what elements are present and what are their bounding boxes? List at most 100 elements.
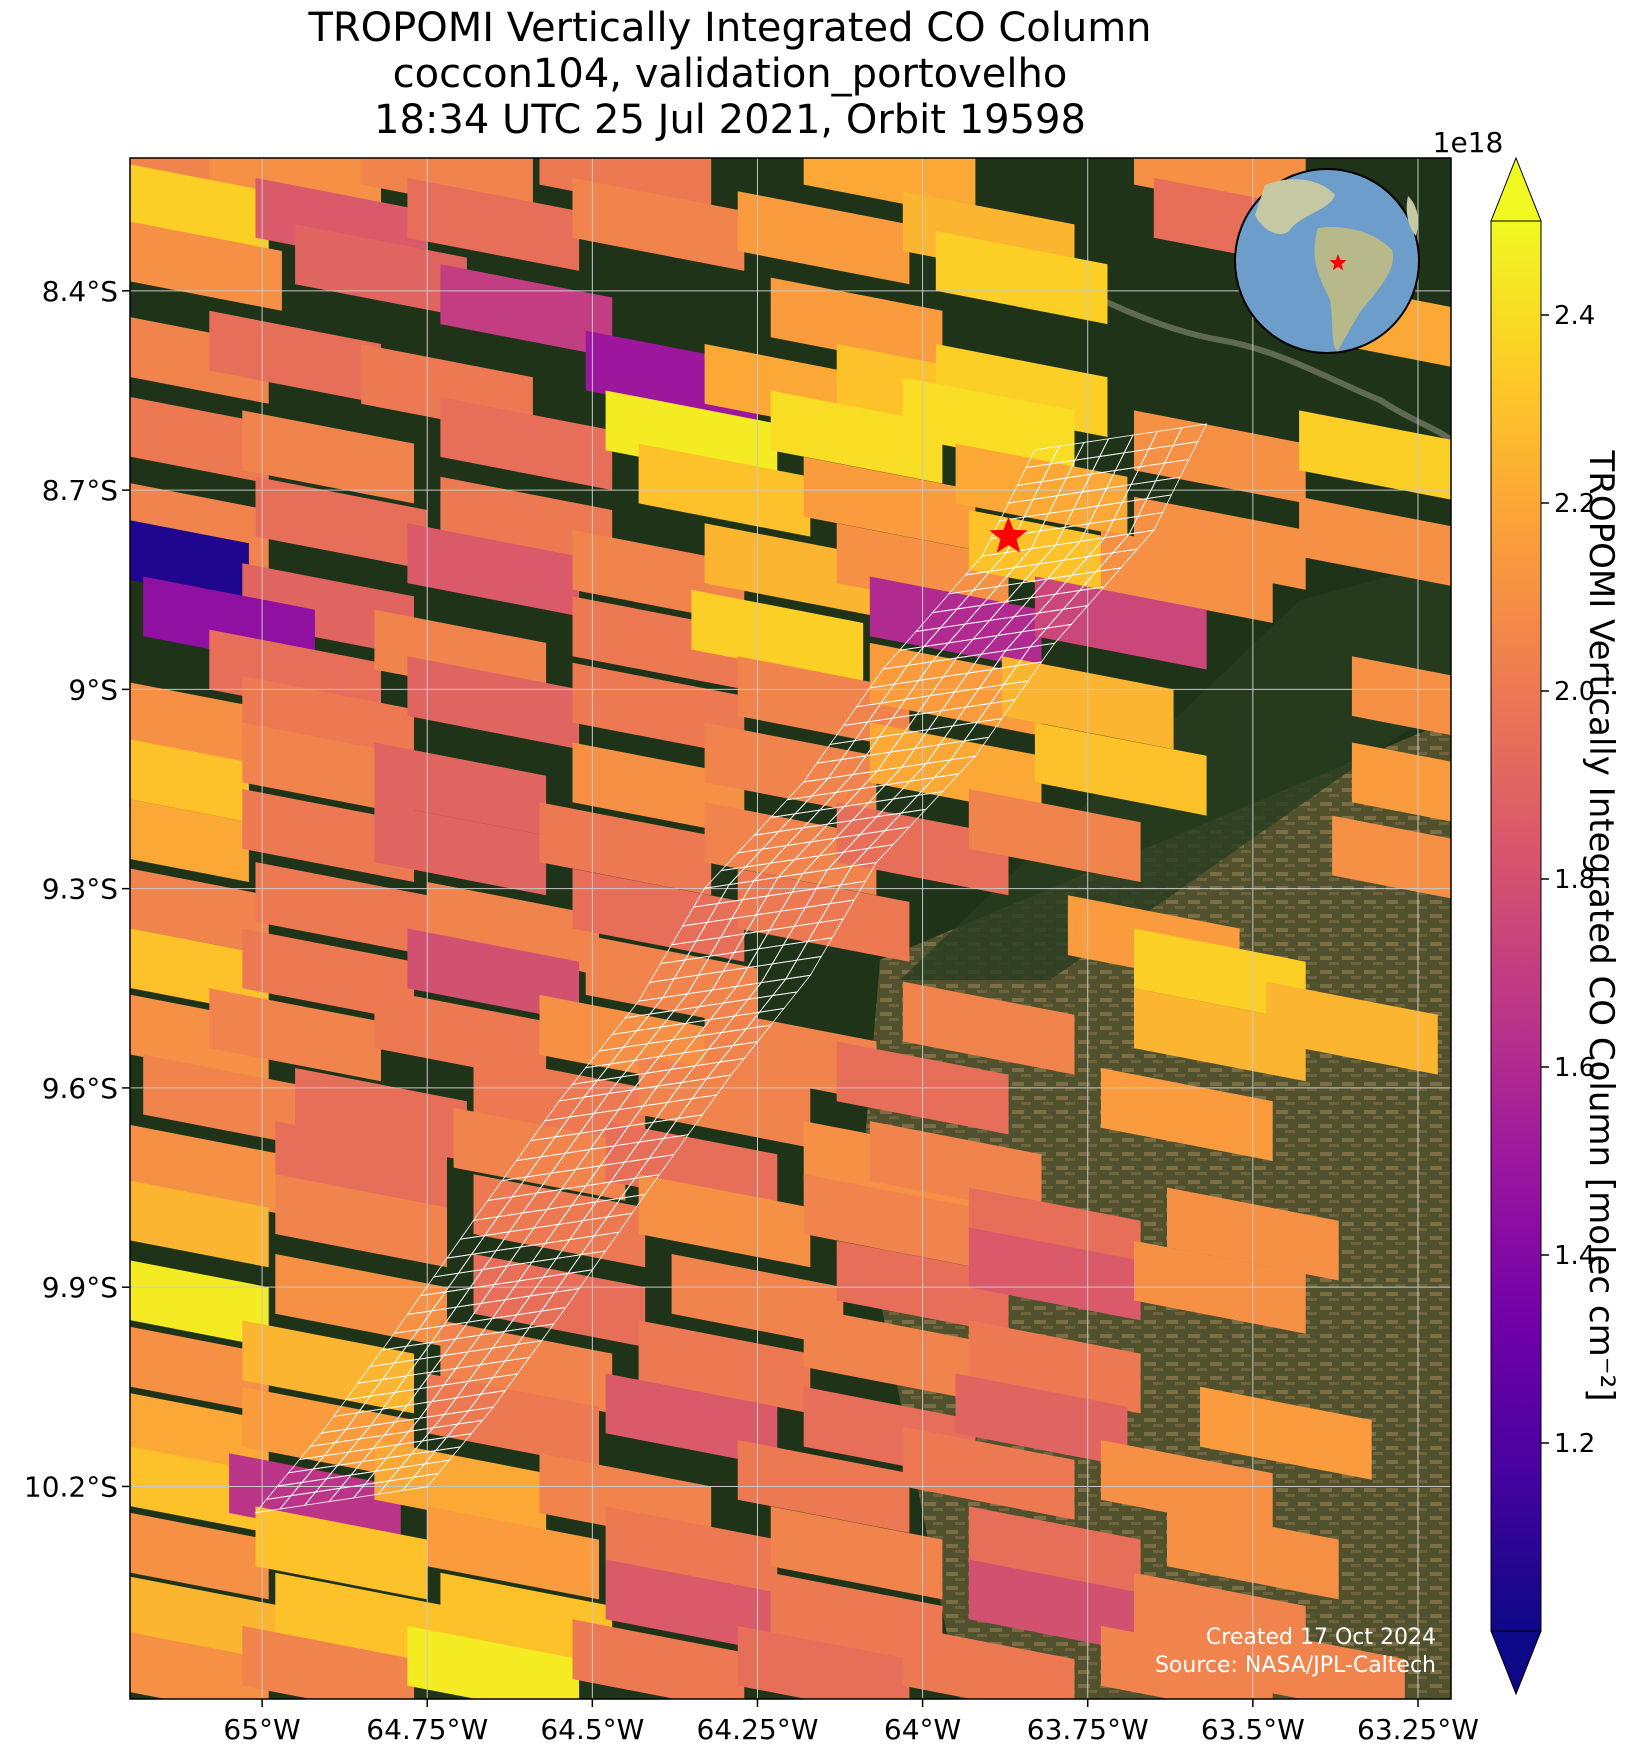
co-pixel-158 [968,1559,1141,1653]
x-tick-label-1: 64.75°W [366,1713,488,1746]
colorbar-body [1490,220,1542,1632]
co-pixel-67 [374,742,547,836]
x-tick-label-4: 64°W [884,1713,961,1746]
co-pixel-113 [275,1174,447,1268]
co-pixel-138 [1200,1386,1372,1480]
x-axis-ticks: 65°W 64.75°W 64.5°W 64.25°W 64°W 63.75°W 63.5°… [223,1699,1479,1746]
co-pixel-82 [255,862,428,956]
colorbar-ticks: 1.2 1.4 1.6 1.8 2.0 2.2 2.4 [1541,301,1595,1459]
co-pixel-103 [638,1054,811,1148]
co-pixel-109 [605,1121,778,1215]
co-pixel-140 [229,1453,401,1547]
co-pixel-151 [968,1506,1141,1600]
co-pixel-147 [255,1506,428,1600]
co-pixel-72 [1351,742,1451,822]
y-tick-label-6: 10.2°S [24,1470,118,1503]
y-tick-label-1: 8.7°S [42,474,118,507]
co-pixel-163 [572,1619,745,1699]
colorbar-extend-max [1490,156,1542,222]
y-tick-label-5: 9.9°S [42,1271,118,1304]
site-star-marker [989,516,1028,553]
co-pixel-144 [902,1426,1075,1520]
co-pixel-146 [130,1512,269,1600]
co-pixel-38 [803,456,976,550]
co-pixel-35 [255,476,428,570]
colorbar-tick-label-0: 1.2 [1554,1429,1595,1459]
x-tick-label-7: 63.25°W [1357,1713,1479,1746]
x-tick-label-2: 64.5°W [540,1713,644,1746]
co-pixel-105 [1100,1068,1273,1161]
colorbar-offset-label: 1e18 [1433,126,1504,159]
x-tick-label-6: 63.5°W [1201,1713,1305,1746]
co-pixel-53 [572,596,745,690]
co-pixel-81 [130,868,269,956]
colorbar-extend-min [1490,1630,1542,1696]
co-pixel-44 [407,523,580,617]
y-tick-label-0: 8.4°S [42,275,118,308]
co-pixel-68 [572,742,745,836]
co-pixel-149 [605,1506,778,1600]
co-pixel-49 [1100,530,1273,623]
co-pixel-60 [572,662,745,756]
y-tick-label-3: 9.3°S [42,873,118,906]
co-pixel-12 [935,231,1108,325]
co-pixel-155 [440,1572,613,1666]
co-pixel-71 [1034,722,1207,816]
co-pixel-61 [737,656,910,750]
created-date: Created 17 Oct 2024 [1205,1625,1436,1650]
co-pixel-76 [539,802,712,896]
x-tick-label-3: 64.25°W [697,1713,819,1746]
co-pixel-16 [770,277,943,371]
colorbar-tick-label-3: 1.8 [1554,865,1595,895]
co-pixel-107 [275,1121,447,1215]
co-pixel-55 [869,576,1042,670]
co-pixel-13 [130,221,282,311]
co-pixel-97 [902,981,1075,1075]
co-pixel-20 [209,310,381,404]
co-pixel-101 [295,1068,467,1161]
co-pixel-27 [242,410,414,504]
inset-globe [1234,168,1420,354]
co-pixel-112 [130,1180,269,1268]
co-pixel-83 [427,882,599,975]
y-tick-label-2: 9°S [68,673,118,706]
co-pixel-116 [803,1174,976,1268]
colorbar-tick-label-1: 1.4 [1554,1241,1595,1271]
co-pixel-91 [1134,928,1306,1022]
y-tick-label-4: 9.6°S [42,1072,118,1105]
co-pixel-120 [275,1254,447,1347]
co-pixel-10 [737,191,910,285]
co-pixel-41 [1299,496,1451,586]
coccon-footprint-swath [254,423,1208,1514]
co-pixel-135 [605,1373,778,1467]
co-pixel-150 [770,1506,943,1600]
x-tick-label-5: 63.75°W [1027,1713,1149,1746]
map-frame [129,157,1452,1700]
co-pixel-43 [242,563,414,657]
co-pixel-130 [803,1307,976,1401]
co-pixel-9 [572,177,745,271]
south-america-shape [1314,226,1394,352]
co-pixel-128 [440,1320,613,1414]
co-pixel-8 [407,177,580,271]
co-pixel-164 [737,1625,910,1699]
co-pixel-layer [130,158,1451,1699]
co-pixel-65 [130,739,249,823]
co-pixel-111 [869,1121,1042,1215]
co-pixel-58 [242,676,414,770]
co-pixel-28 [440,397,613,491]
colorbar-label: TROPOMI Vertically Integrated CO Column … [1581,449,1621,1401]
co-pixel-79 [968,789,1141,882]
co-pixel-36 [440,476,613,570]
co-pixel-84 [572,868,745,962]
co-pixel-126 [130,1326,269,1414]
co-pixel-161 [242,1625,414,1699]
co-pixel-32 [1134,410,1306,504]
co-pixel-127 [242,1320,414,1414]
co-pixel-87 [242,928,414,1022]
co-pixel-80 [1332,815,1451,899]
co-pixel-70 [869,722,1042,816]
co-pixel-160 [130,1632,269,1699]
river [1018,257,1451,443]
